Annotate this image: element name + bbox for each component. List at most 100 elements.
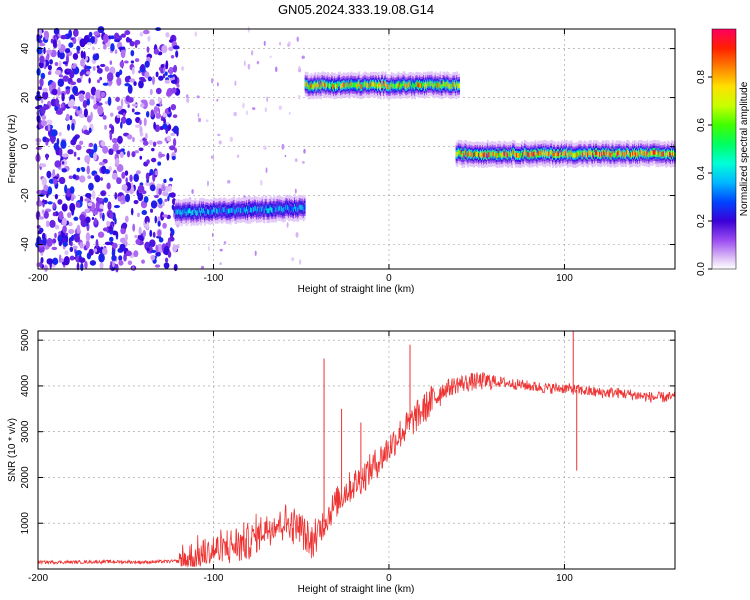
noise-speckle — [93, 143, 98, 153]
noise-speckle — [78, 113, 85, 118]
noise-speckle — [77, 106, 81, 111]
spectrogram-cell — [490, 152, 493, 158]
noise-speckle — [92, 66, 96, 71]
spectrogram-cell — [457, 149, 460, 155]
spectrogram-cell — [638, 152, 641, 158]
noise-speckle — [69, 115, 73, 121]
noise-speckle — [76, 50, 80, 54]
spectrogram-cell — [499, 150, 502, 156]
noise-speckle — [218, 140, 222, 145]
noise-speckle — [155, 251, 161, 257]
spectrogram-cell — [560, 150, 563, 155]
noise-speckle — [43, 184, 49, 192]
spectrogram-cell — [473, 152, 475, 158]
noise-speckle — [85, 208, 90, 213]
spectrogram-cell — [649, 150, 652, 156]
noise-speckle — [104, 124, 108, 130]
noise-speckle — [88, 142, 94, 148]
spectrogram-cell — [498, 153, 501, 158]
noise-speckle — [168, 185, 172, 193]
spectrogram-cell — [483, 152, 486, 158]
spectrogram-cell — [664, 150, 667, 156]
noise-speckle — [139, 155, 143, 160]
spectrogram-cell — [216, 209, 219, 215]
spectrogram-cell — [363, 82, 366, 88]
noise-speckle — [160, 64, 165, 68]
noise-speckle — [137, 184, 145, 193]
spectrogram-cell — [519, 153, 522, 159]
spectrogram-cell — [230, 207, 233, 213]
spectrogram-cell — [487, 152, 490, 157]
noise-speckle — [114, 157, 120, 166]
noise-speckle — [162, 73, 166, 79]
noise-speckle — [68, 175, 73, 179]
spectrogram-cell — [308, 84, 311, 90]
spectrogram-y-tick-label: -40 — [20, 237, 31, 252]
noise-speckle — [72, 245, 78, 250]
spectrogram-cell — [462, 151, 465, 156]
noise-speckle — [205, 119, 209, 123]
noise-speckle — [36, 236, 42, 245]
spectrogram-cell — [349, 82, 352, 88]
noise-speckle — [162, 214, 168, 218]
spectrogram-cell — [588, 150, 591, 156]
noise-speckle — [124, 30, 131, 36]
noise-speckle — [127, 84, 133, 94]
noise-speckle — [64, 48, 71, 54]
spectrogram-cell — [387, 84, 390, 90]
noise-speckle — [118, 110, 124, 115]
spectrogram-cell — [477, 151, 479, 157]
spectrogram-cell — [541, 150, 544, 156]
noise-speckle — [102, 145, 109, 154]
noise-speckle — [156, 186, 159, 196]
spectrogram-cell — [306, 81, 309, 87]
noise-speckle — [168, 46, 174, 52]
noise-speckle — [162, 201, 165, 207]
spectrogram-cell — [301, 205, 304, 210]
snr-marks — [37, 331, 676, 568]
spectrogram-cell — [631, 152, 633, 158]
spectrogram-cell — [597, 151, 599, 157]
noise-speckle — [167, 195, 170, 202]
spectrogram-cell — [344, 83, 347, 89]
spectrogram-cell — [539, 151, 542, 157]
spectrogram-cell — [601, 149, 604, 155]
spectrogram-cell — [322, 81, 325, 87]
spectrogram-cell — [533, 151, 536, 157]
noise-speckle — [299, 259, 302, 265]
spectrogram-cell — [632, 150, 634, 156]
spectrogram-cell — [384, 81, 387, 87]
spectrogram-y-tick-label: 20 — [20, 92, 31, 104]
noise-speckle — [129, 174, 133, 182]
spectrogram-cell — [485, 153, 488, 159]
spectrogram-cell — [580, 150, 583, 156]
noise-speckle — [265, 167, 268, 174]
noise-speckle — [119, 151, 124, 159]
noise-speckle — [101, 212, 105, 222]
noise-speckle — [97, 26, 105, 34]
spectrogram-cell — [616, 152, 619, 158]
spectrogram-cell — [611, 149, 614, 155]
noise-speckle — [302, 161, 305, 164]
noise-speckle — [64, 250, 69, 256]
spectrogram-cell — [232, 206, 235, 212]
noise-speckle — [94, 217, 98, 225]
noise-speckle — [130, 60, 135, 64]
spectrogram-x-tick-label: 0 — [386, 273, 392, 284]
spectrogram-cell — [273, 205, 276, 211]
noise-speckle — [158, 197, 163, 205]
noise-speckle — [120, 48, 126, 59]
noise-speckle — [86, 148, 93, 154]
noise-speckle — [79, 175, 86, 183]
spectrogram-cell — [571, 152, 574, 158]
spectrogram-cell — [593, 149, 595, 155]
noise-speckle — [210, 155, 215, 160]
spectrogram-cell — [665, 152, 668, 158]
noise-speckle — [61, 168, 67, 173]
noise-speckle — [125, 250, 132, 257]
noise-speckle — [48, 84, 53, 92]
noise-speckle — [45, 220, 50, 228]
noise-speckle — [128, 96, 134, 103]
spectrogram-cell — [517, 152, 519, 158]
